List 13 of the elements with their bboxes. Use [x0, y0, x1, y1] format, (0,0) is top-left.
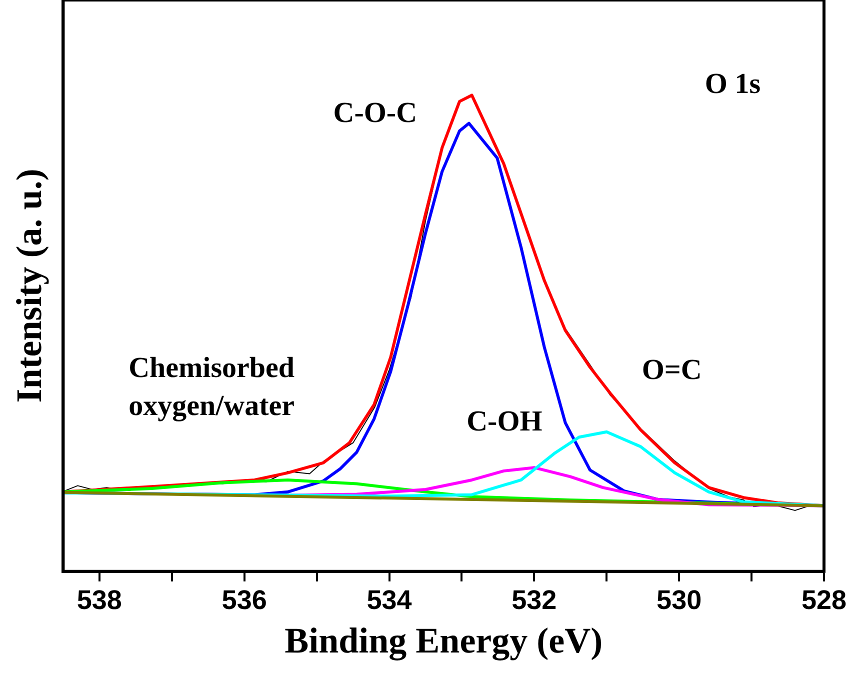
annotation: Chemisorbed oxygen/water	[128, 352, 295, 422]
x-tick-label: 530	[656, 585, 702, 616]
annotation: O 1s	[704, 68, 760, 100]
x-tick-label: 534	[366, 585, 412, 616]
annotation: C-OH	[466, 405, 543, 438]
x-tick-label: 528	[801, 585, 847, 616]
x-tick-label: 538	[76, 585, 122, 616]
annotation: C-O-C	[333, 96, 418, 129]
x-axis-title: Binding Energy (eV)	[284, 620, 603, 661]
x-tick-label: 532	[512, 585, 557, 616]
x-tick-label: 536	[222, 585, 267, 616]
y-axis-title: Intensity (a. u.)	[8, 168, 49, 403]
annotation: O=C	[642, 354, 702, 386]
